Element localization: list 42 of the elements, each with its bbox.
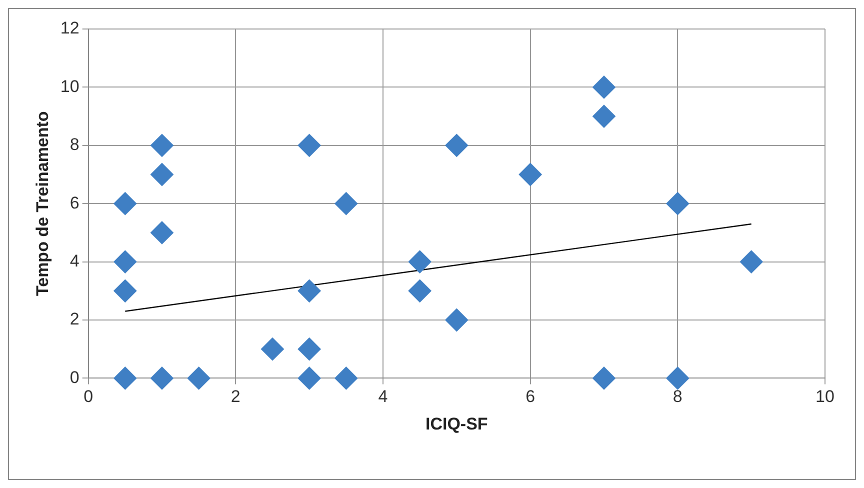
point xyxy=(150,134,174,157)
point xyxy=(114,250,137,274)
point xyxy=(114,366,137,390)
x-tick-label: 2 xyxy=(230,387,240,406)
y-axis-title: Tempo de Treinamento xyxy=(32,111,52,296)
y-tick-label: 6 xyxy=(70,193,80,212)
x-tick-label: 10 xyxy=(816,387,834,406)
point xyxy=(408,279,432,302)
point xyxy=(298,366,321,390)
x-tick-label: 6 xyxy=(526,387,536,406)
point xyxy=(187,366,210,390)
point xyxy=(150,221,174,244)
x-tick-label: 4 xyxy=(378,387,388,406)
y-tick-label: 12 xyxy=(60,18,80,38)
point xyxy=(445,308,468,332)
point xyxy=(114,192,137,216)
x-tick-label: 8 xyxy=(672,387,682,406)
point xyxy=(298,134,321,157)
point xyxy=(666,192,690,216)
y-tick-label: 10 xyxy=(60,76,80,96)
point xyxy=(592,366,616,390)
y-tick-label: 0 xyxy=(70,368,80,387)
point xyxy=(518,163,542,186)
point xyxy=(740,250,763,274)
point xyxy=(592,76,616,99)
y-tick-label: 4 xyxy=(70,251,80,270)
point xyxy=(445,134,468,157)
point xyxy=(408,250,432,274)
point xyxy=(298,338,321,361)
x-tick-label: 0 xyxy=(84,387,94,406)
point xyxy=(666,366,690,390)
point xyxy=(334,366,358,390)
x-axis-title: ICIQ-SF xyxy=(425,414,488,434)
y-tick-label: 8 xyxy=(70,135,80,154)
y-tick-label: 2 xyxy=(70,310,80,329)
point xyxy=(592,104,616,128)
point xyxy=(150,163,174,186)
point xyxy=(260,338,284,361)
point xyxy=(298,279,321,302)
point xyxy=(114,279,137,302)
point xyxy=(334,192,358,216)
point xyxy=(150,366,174,390)
